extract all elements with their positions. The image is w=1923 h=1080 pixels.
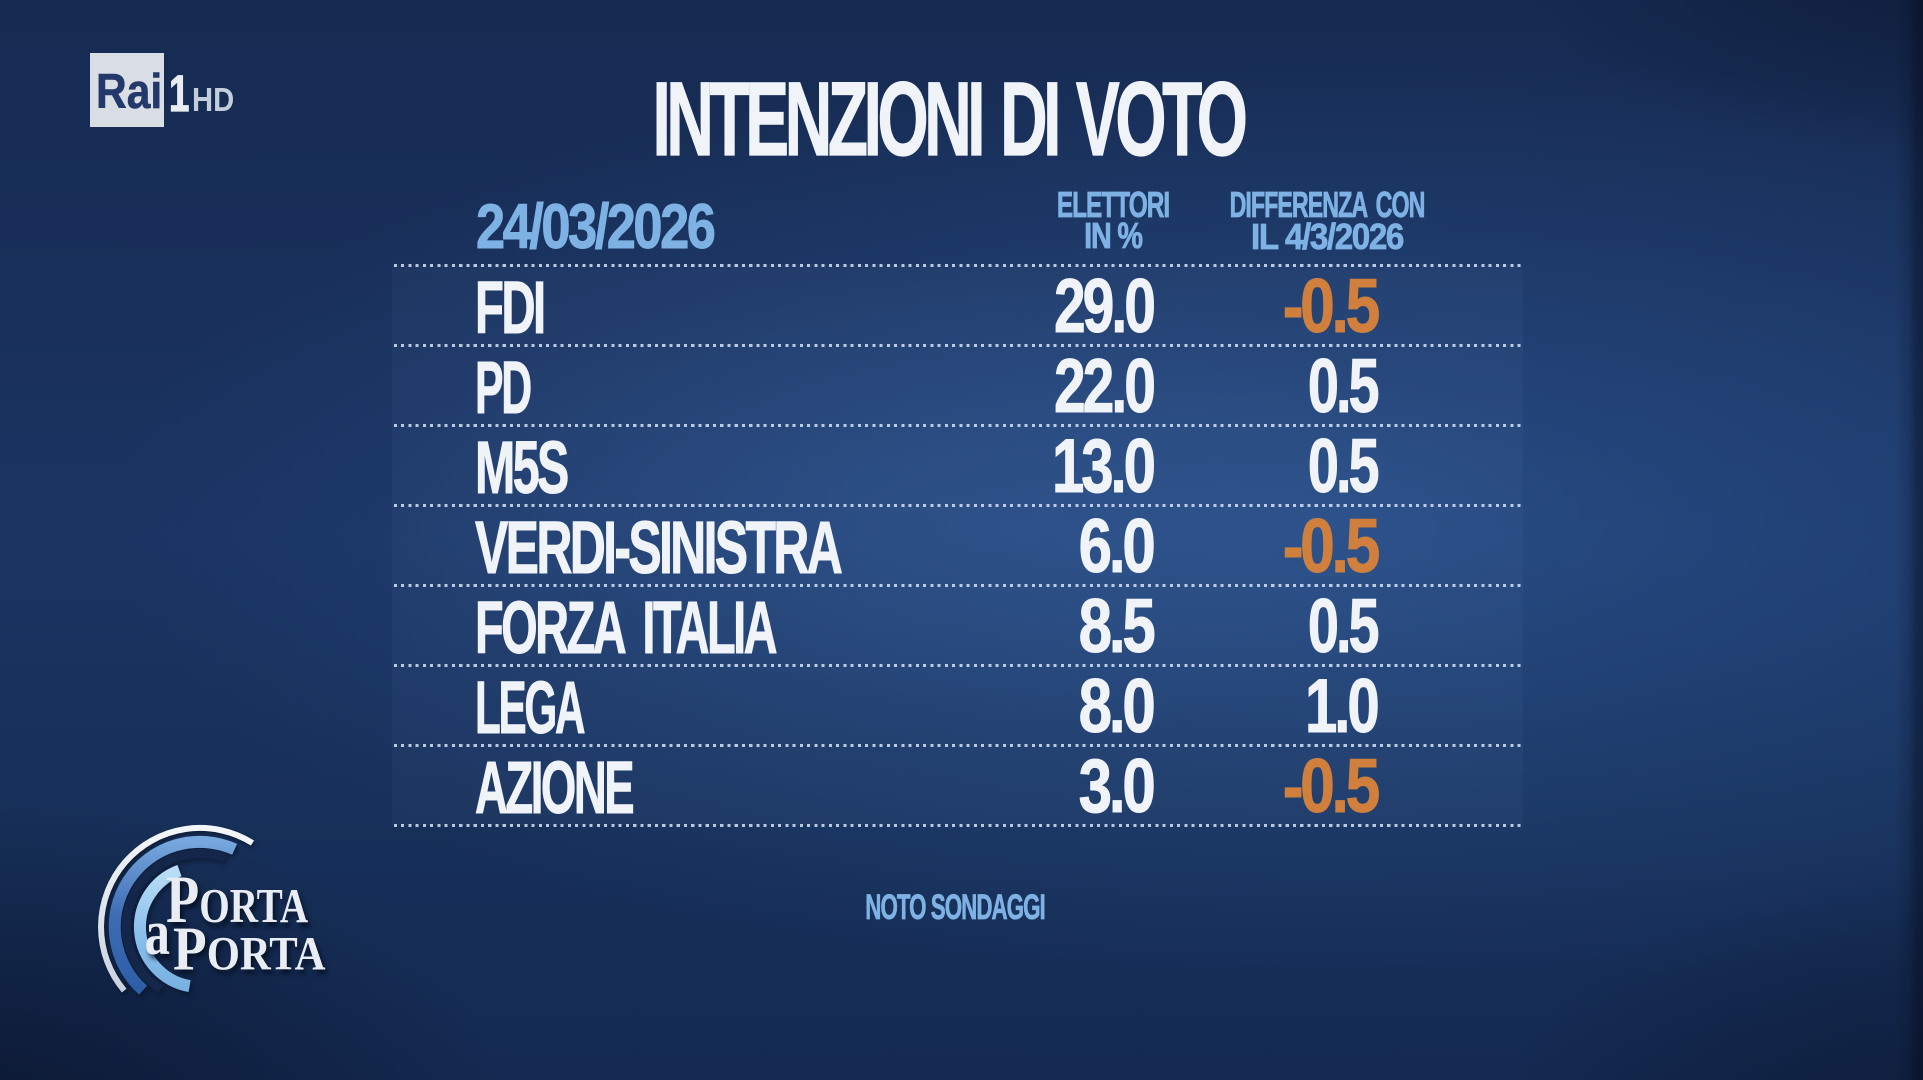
svg-text:PORTA: PORTA — [173, 915, 326, 984]
svg-text:a: a — [145, 896, 170, 968]
